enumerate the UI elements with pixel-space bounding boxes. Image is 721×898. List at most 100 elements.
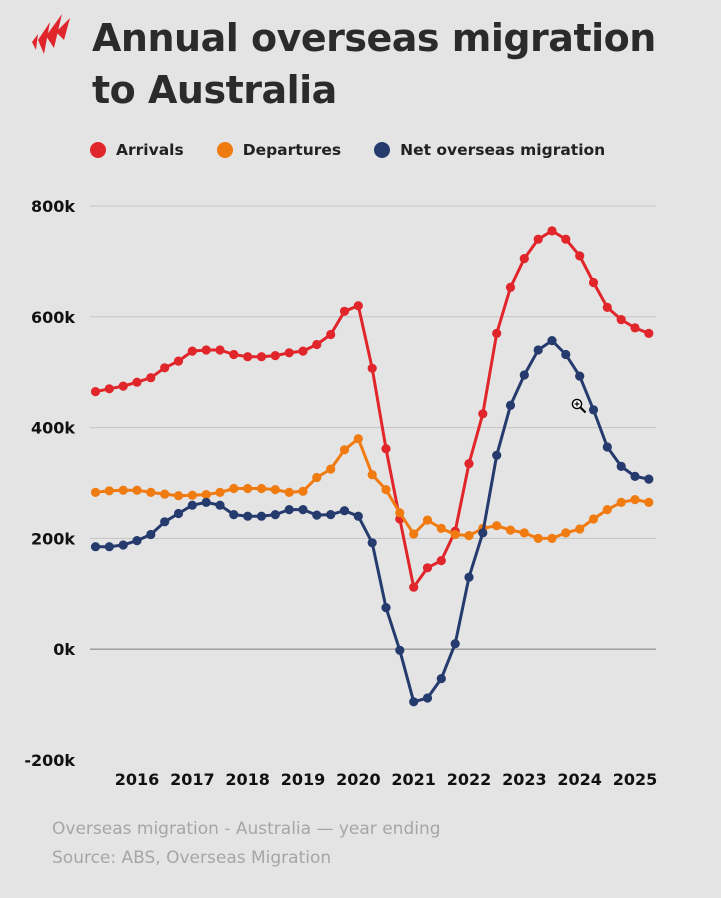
data-point-departures[interactable]	[616, 497, 626, 507]
data-point-arrivals[interactable]	[367, 363, 377, 373]
data-point-departures[interactable]	[630, 495, 640, 505]
data-point-arrivals[interactable]	[630, 323, 640, 333]
data-point-arrivals[interactable]	[146, 373, 156, 383]
data-point-departures[interactable]	[505, 525, 516, 535]
data-point-net-overseas-migration[interactable]	[547, 336, 557, 346]
data-point-departures[interactable]	[132, 485, 142, 495]
data-point-net-overseas-migration[interactable]	[132, 536, 142, 546]
data-point-departures[interactable]	[422, 515, 433, 525]
data-point-net-overseas-migration[interactable]	[533, 345, 543, 355]
data-point-arrivals[interactable]	[422, 563, 433, 573]
data-point-departures[interactable]	[326, 464, 336, 474]
data-point-departures[interactable]	[90, 487, 101, 497]
data-point-net-overseas-migration[interactable]	[395, 645, 405, 655]
data-point-departures[interactable]	[519, 528, 529, 538]
data-point-arrivals[interactable]	[132, 377, 142, 387]
data-point-arrivals[interactable]	[243, 352, 253, 362]
data-point-departures[interactable]	[104, 486, 114, 496]
data-point-net-overseas-migration[interactable]	[492, 450, 502, 460]
data-point-net-overseas-migration[interactable]	[173, 508, 184, 519]
data-point-net-overseas-migration[interactable]	[588, 405, 599, 415]
data-point-net-overseas-migration[interactable]	[270, 509, 280, 520]
data-point-arrivals[interactable]	[339, 306, 350, 316]
data-point-net-overseas-migration[interactable]	[505, 400, 516, 410]
data-point-arrivals[interactable]	[229, 349, 239, 360]
data-point-net-overseas-migration[interactable]	[464, 572, 474, 582]
data-point-departures[interactable]	[533, 533, 543, 544]
data-point-departures[interactable]	[395, 508, 405, 518]
data-point-arrivals[interactable]	[616, 315, 626, 325]
data-point-net-overseas-migration[interactable]	[519, 370, 529, 380]
data-point-net-overseas-migration[interactable]	[616, 461, 626, 471]
data-point-arrivals[interactable]	[312, 339, 322, 350]
data-point-arrivals[interactable]	[644, 328, 654, 338]
data-point-arrivals[interactable]	[298, 346, 308, 356]
data-point-net-overseas-migration[interactable]	[436, 674, 446, 684]
data-point-departures[interactable]	[381, 485, 391, 495]
data-point-arrivals[interactable]	[173, 356, 184, 366]
data-point-arrivals[interactable]	[270, 351, 280, 361]
data-point-arrivals[interactable]	[436, 556, 446, 566]
data-point-arrivals[interactable]	[215, 345, 225, 355]
data-point-departures[interactable]	[229, 483, 239, 494]
data-point-arrivals[interactable]	[547, 226, 557, 236]
data-point-arrivals[interactable]	[505, 282, 516, 292]
data-point-departures[interactable]	[284, 487, 294, 497]
data-point-departures[interactable]	[215, 487, 225, 497]
data-point-net-overseas-migration[interactable]	[575, 371, 585, 381]
data-point-arrivals[interactable]	[409, 582, 419, 592]
data-point-net-overseas-migration[interactable]	[298, 505, 308, 515]
data-point-arrivals[interactable]	[160, 363, 170, 373]
data-point-net-overseas-migration[interactable]	[187, 500, 197, 510]
data-point-departures[interactable]	[409, 529, 419, 539]
data-point-arrivals[interactable]	[478, 409, 488, 419]
data-point-departures[interactable]	[256, 483, 267, 494]
data-point-arrivals[interactable]	[381, 444, 391, 454]
data-point-departures[interactable]	[339, 445, 350, 455]
data-point-net-overseas-migration[interactable]	[478, 528, 488, 538]
data-point-departures[interactable]	[547, 533, 557, 544]
data-point-net-overseas-migration[interactable]	[146, 529, 156, 540]
data-point-departures[interactable]	[146, 487, 156, 497]
data-point-net-overseas-migration[interactable]	[561, 349, 571, 360]
data-point-net-overseas-migration[interactable]	[90, 542, 101, 552]
data-point-departures[interactable]	[353, 434, 363, 444]
data-point-net-overseas-migration[interactable]	[602, 442, 612, 452]
data-point-departures[interactable]	[464, 531, 474, 541]
data-point-departures[interactable]	[298, 486, 308, 496]
data-point-arrivals[interactable]	[588, 277, 599, 288]
data-point-departures[interactable]	[118, 485, 128, 495]
data-point-net-overseas-migration[interactable]	[215, 500, 225, 510]
data-point-departures[interactable]	[270, 485, 280, 495]
data-point-net-overseas-migration[interactable]	[450, 639, 460, 649]
data-point-departures[interactable]	[201, 490, 211, 500]
data-point-net-overseas-migration[interactable]	[326, 509, 336, 520]
data-point-departures[interactable]	[575, 524, 585, 534]
data-point-departures[interactable]	[492, 521, 502, 531]
data-point-arrivals[interactable]	[464, 459, 474, 469]
data-point-net-overseas-migration[interactable]	[353, 511, 363, 521]
data-point-net-overseas-migration[interactable]	[243, 511, 253, 521]
data-point-arrivals[interactable]	[575, 251, 585, 261]
data-point-net-overseas-migration[interactable]	[256, 511, 267, 521]
data-point-arrivals[interactable]	[353, 301, 363, 311]
data-point-net-overseas-migration[interactable]	[339, 506, 350, 516]
legend-item-arrivals[interactable]: Arrivals	[90, 141, 184, 159]
data-point-net-overseas-migration[interactable]	[201, 497, 211, 507]
data-point-net-overseas-migration[interactable]	[422, 693, 433, 703]
data-point-departures[interactable]	[173, 491, 184, 501]
data-point-net-overseas-migration[interactable]	[367, 538, 377, 548]
data-point-arrivals[interactable]	[561, 234, 571, 244]
data-point-arrivals[interactable]	[492, 328, 502, 338]
data-point-arrivals[interactable]	[201, 345, 211, 355]
data-point-departures[interactable]	[450, 529, 460, 540]
legend-item-departures[interactable]: Departures	[216, 141, 341, 159]
data-point-net-overseas-migration[interactable]	[118, 540, 128, 550]
data-point-net-overseas-migration[interactable]	[409, 697, 419, 707]
data-point-arrivals[interactable]	[118, 381, 128, 391]
data-point-departures[interactable]	[436, 523, 446, 534]
data-point-net-overseas-migration[interactable]	[160, 517, 170, 527]
data-point-arrivals[interactable]	[326, 329, 336, 340]
data-point-departures[interactable]	[367, 470, 377, 480]
data-point-departures[interactable]	[644, 497, 654, 507]
